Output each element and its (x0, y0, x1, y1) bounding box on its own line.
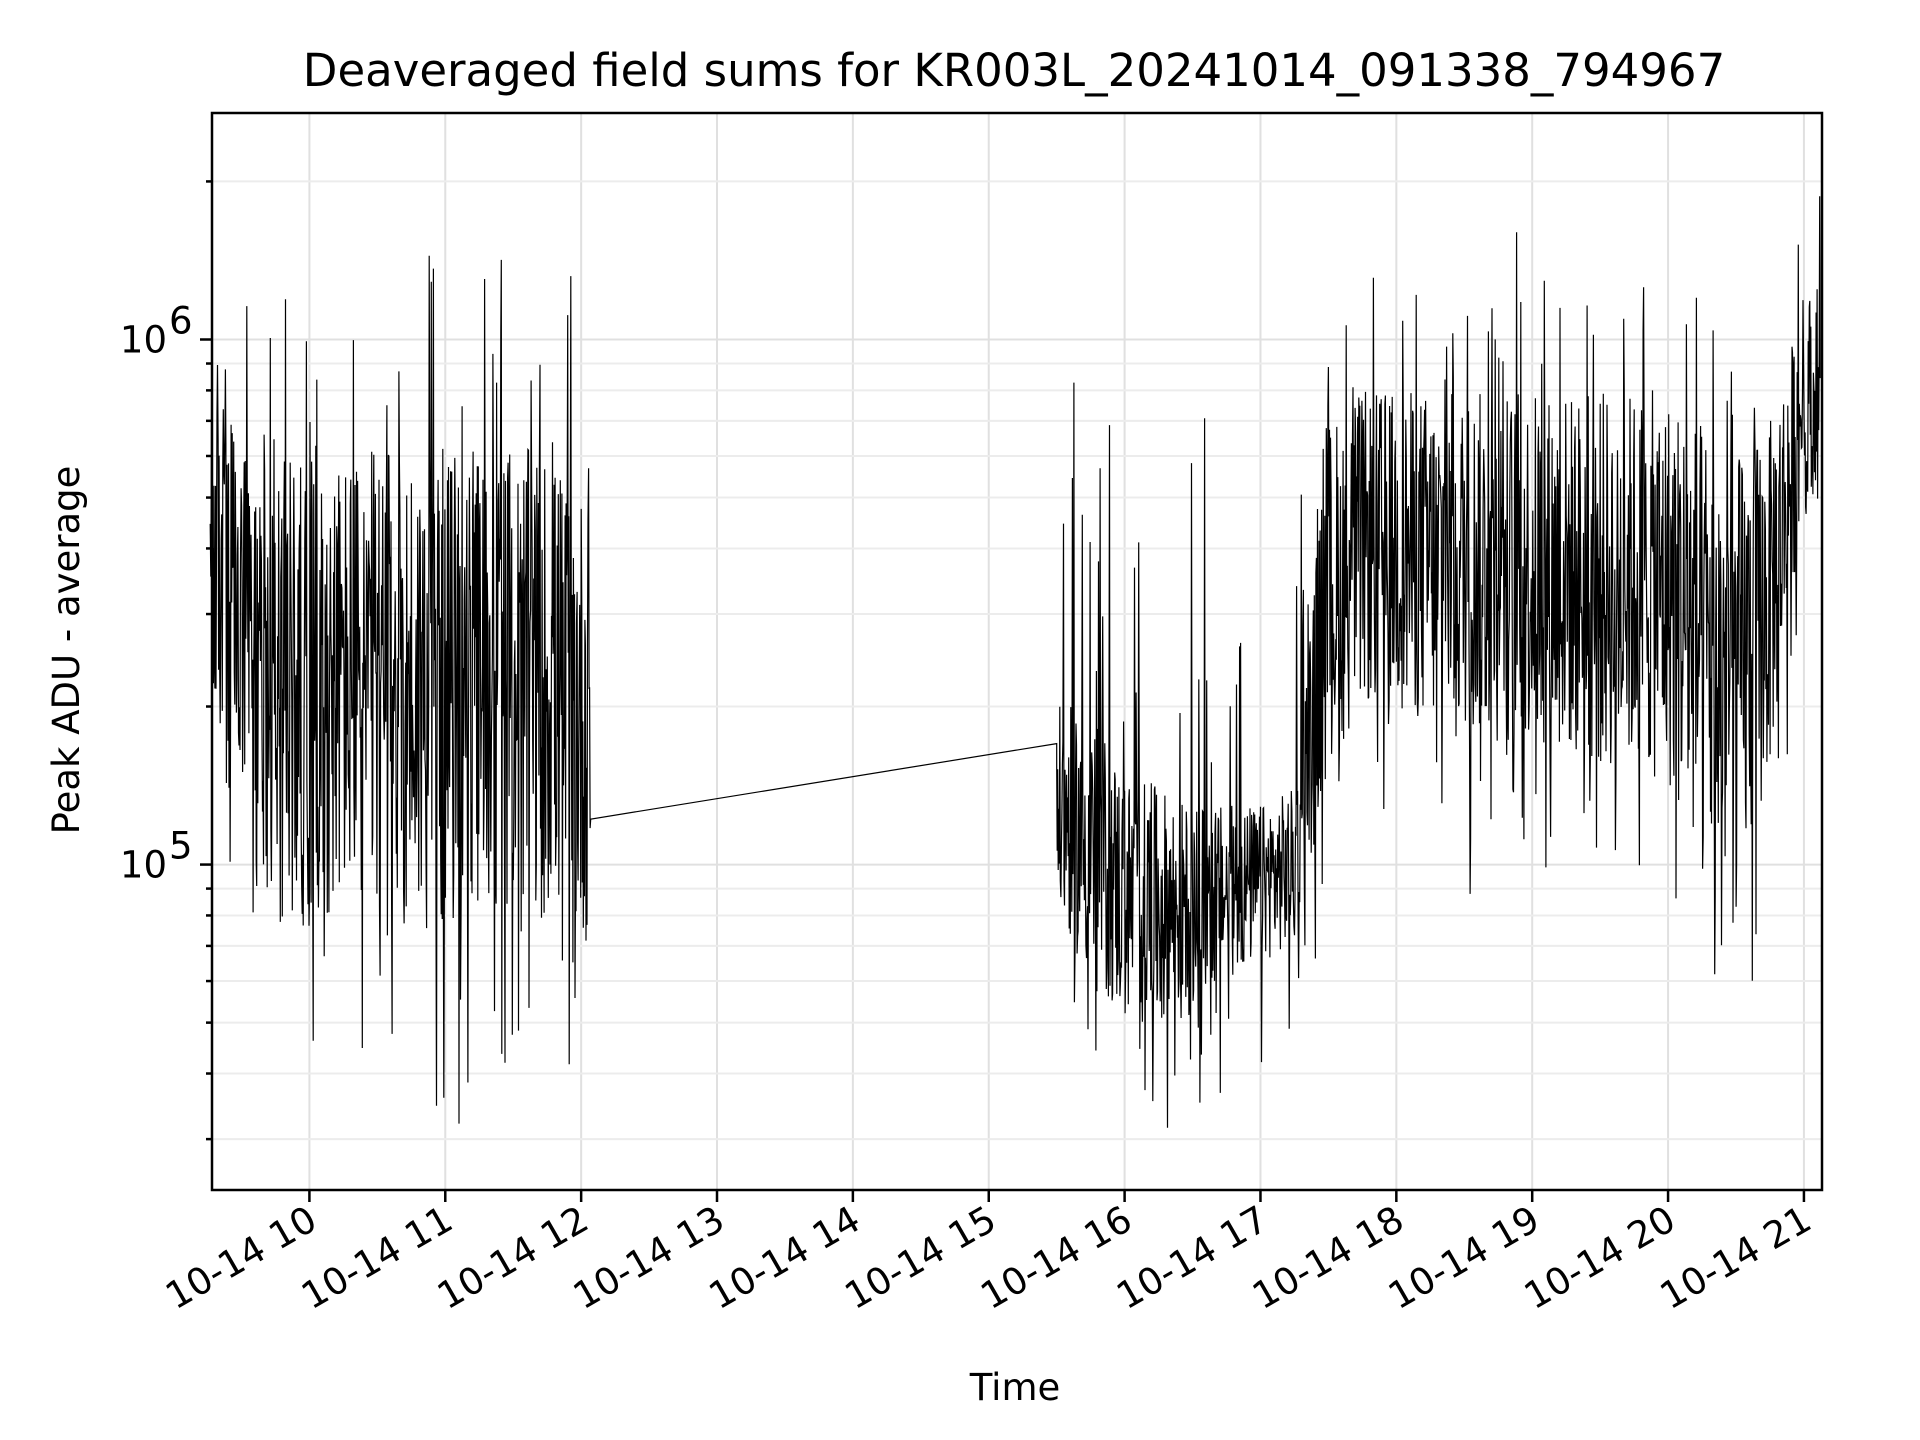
plot-frame (210, 111, 1824, 1192)
y-tick-exponent: 5 (169, 825, 193, 868)
x-axis-label: Time (969, 1366, 1061, 1409)
data-series (209, 196, 1821, 1128)
series-line (209, 196, 1821, 1128)
y-axis-label: Peak ADU - average (45, 466, 88, 835)
y-tick-exponent: 6 (169, 299, 193, 342)
y-tick-label: 10 (120, 844, 167, 887)
chart-title: Deaveraged field sums for KR003L_2024101… (303, 44, 1725, 97)
y-tick-label: 10 (120, 318, 167, 361)
